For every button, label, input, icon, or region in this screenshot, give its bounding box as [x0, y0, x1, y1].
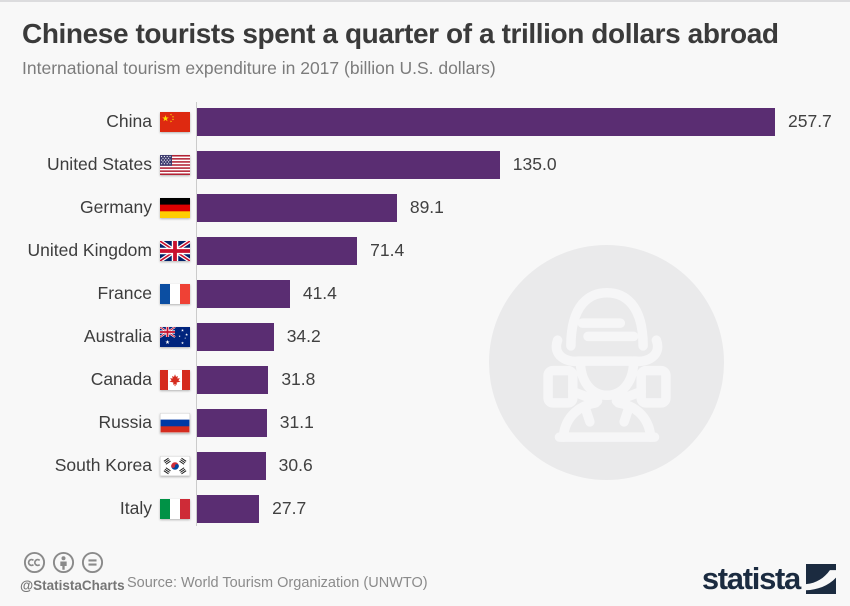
country-label: Russia — [98, 412, 153, 432]
value-label: 135.0 — [512, 154, 557, 174]
country-label: United States — [46, 154, 152, 174]
value-label: 27.7 — [272, 498, 307, 518]
bar — [197, 494, 260, 523]
bar — [197, 279, 290, 308]
watermark-circle — [489, 245, 724, 480]
country-label: South Korea — [54, 455, 152, 475]
bar — [197, 193, 397, 222]
country-label: China — [106, 111, 152, 131]
bar — [197, 365, 269, 394]
bar — [197, 107, 775, 136]
country-label: Canada — [90, 369, 152, 389]
chart-row: United States 135.0 — [0, 143, 850, 186]
bar — [197, 322, 274, 351]
chart-row: France 41.4 — [0, 272, 850, 315]
statista-logo-text: statista — [701, 561, 801, 596]
statista-logo: statista — [702, 563, 836, 594]
no-derivatives-icon — [81, 551, 104, 574]
page-subtitle: International tourism expenditure in 201… — [22, 58, 496, 78]
axis-line — [196, 102, 197, 526]
page-title: Chinese tourists spent a quarter of a tr… — [22, 18, 779, 49]
united-states-flag-icon — [160, 154, 190, 175]
value-label: 257.7 — [788, 111, 832, 131]
statista-logo-mark-icon — [806, 563, 836, 594]
russia-flag-icon — [160, 412, 190, 433]
chart-row: United Kingdom 71.4 — [0, 229, 850, 272]
value-label: 31.8 — [281, 369, 316, 389]
bar — [197, 150, 500, 179]
country-label: Italy — [119, 498, 152, 518]
country-label: Australia — [83, 326, 152, 346]
country-label: United Kingdom — [27, 240, 152, 260]
chart-row: Canada 31.8 — [0, 358, 850, 401]
china-flag-icon — [160, 111, 190, 132]
bar — [197, 451, 266, 480]
chart-row: Germany 89.1 — [0, 186, 850, 229]
attribution-person-icon — [52, 551, 75, 574]
italy-flag-icon — [160, 498, 190, 519]
value-label: 41.4 — [302, 283, 337, 303]
france-flag-icon — [160, 283, 190, 304]
tourist-icon — [542, 287, 671, 442]
chart-row: Russia 31.1 — [0, 401, 850, 444]
germany-flag-icon — [160, 197, 190, 218]
value-label: 89.1 — [409, 197, 444, 217]
value-label: 71.4 — [370, 240, 405, 260]
value-label: 31.1 — [279, 412, 314, 432]
chart-row: Italy 27.7 — [0, 487, 850, 530]
value-label: 34.2 — [286, 326, 321, 346]
chart-row: Australia 34.2 — [0, 315, 850, 358]
statista-charts-handle: @StatistaCharts — [20, 578, 125, 593]
value-label: 30.6 — [278, 455, 313, 475]
bar-chart: China 257.7 United States — [0, 100, 850, 530]
license-icons — [23, 551, 104, 574]
cc-icon — [23, 551, 46, 574]
bar — [197, 236, 358, 265]
canada-flag-icon — [160, 369, 190, 390]
united-kingdom-flag-icon — [160, 240, 190, 261]
country-label: Germany — [80, 197, 152, 217]
bar — [197, 408, 267, 437]
chart-row: China 257.7 — [0, 100, 850, 143]
source-text: Source: World Tourism Organization (UNWT… — [127, 575, 428, 591]
country-label: France — [97, 283, 152, 303]
chart-row: South Korea 30.6 — [0, 444, 850, 487]
south-korea-flag-icon — [160, 455, 190, 476]
australia-flag-icon — [160, 326, 190, 347]
